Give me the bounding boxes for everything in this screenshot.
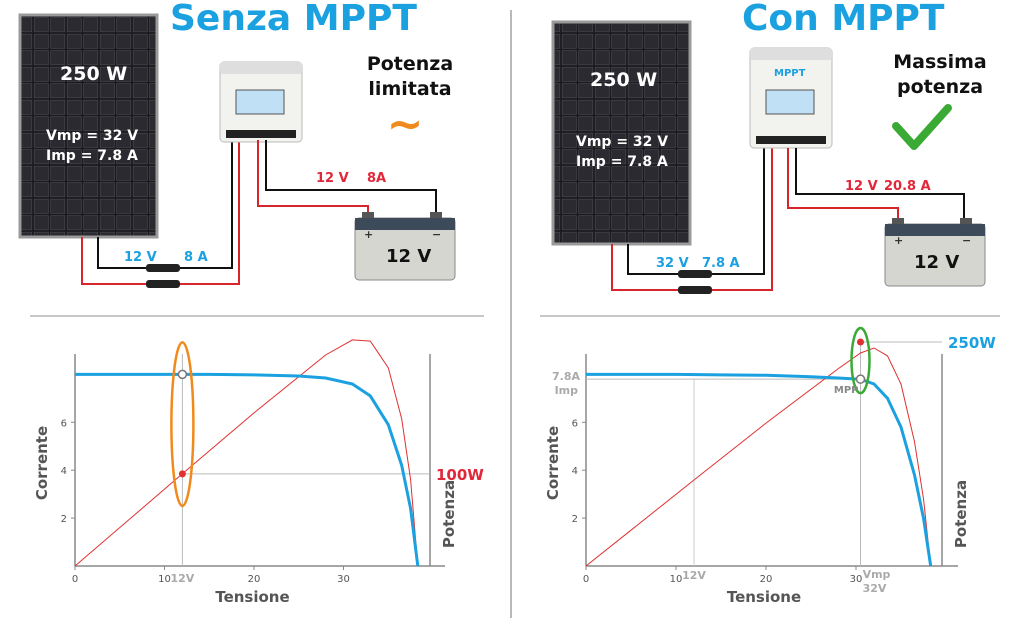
panel-imp-label: Imp = 7.8 A — [576, 154, 668, 170]
y-axis-label: Corrente — [544, 426, 562, 500]
operating-point-marker — [855, 374, 866, 384]
panel-power-label: 250 W — [590, 69, 657, 91]
y-axis-label: Corrente — [33, 426, 51, 500]
right-note-line2: potenza — [896, 76, 984, 98]
left-note-line1: Potenza — [366, 53, 454, 75]
power-value-label: 100W — [436, 466, 484, 484]
power-value-label: 250W — [948, 334, 996, 352]
x-tick-label: 20 — [248, 574, 261, 585]
y-tick-label: 2 — [61, 514, 67, 525]
power-curve — [74, 339, 419, 567]
x-marker-label: 12V — [682, 569, 706, 582]
right-note: Massima potenza — [878, 50, 1002, 100]
right-wire-volt: 32 V — [656, 256, 689, 271]
left-note: Potenza limitata — [352, 52, 468, 102]
imp-label: Imp — [555, 384, 579, 397]
y2-axis-label: Potenza — [440, 480, 458, 548]
left-battery-amp: 8A — [367, 171, 386, 186]
battery-plus-label: + — [894, 234, 903, 247]
mc4-connector-icon — [146, 264, 180, 272]
battery-voltage-label: 12 V — [386, 246, 431, 267]
panel-power-label: 250 W — [60, 63, 127, 85]
check-icon — [892, 104, 952, 150]
right-battery-amp: 20.8 A — [884, 179, 931, 194]
left-note-line2: limitata — [368, 78, 452, 100]
right-battery-volt: 12 V — [845, 179, 878, 194]
left-iv-chart: 0 10 20 30 2 4 6 Tensione Corrente Potenza 12V 100W — [33, 339, 484, 606]
solar-panel-icon — [551, 20, 692, 246]
battery-plus-label: + — [364, 228, 373, 241]
x-tick-label: 30 — [850, 574, 863, 585]
mpp-label: MPP — [834, 385, 859, 396]
y-tick-label: 6 — [572, 418, 578, 429]
x-tick-label: 0 — [72, 574, 78, 585]
vmp-value-label: 32V — [863, 582, 887, 595]
x-marker-label: 12V — [170, 572, 194, 585]
current-curve — [75, 372, 420, 567]
x-tick-label: 20 — [760, 574, 773, 585]
mc4-connector-icon — [146, 280, 180, 288]
x-tick-label: 0 — [583, 574, 589, 585]
mc4-connector-icon — [678, 270, 712, 278]
battery-minus-label: − — [962, 234, 971, 247]
imp-value-label: 7.8A — [552, 370, 580, 383]
y-tick-label: 6 — [61, 418, 67, 429]
left-title: Senza MPPT — [170, 0, 417, 39]
mc4-connector-icon — [678, 286, 712, 294]
tilde-icon: ~ — [386, 99, 424, 150]
y-tick-label: 2 — [572, 514, 578, 525]
right-schematic: 250 W Vmp = 32 V Imp = 7.8 A 32 V 7.8 A … — [551, 20, 986, 294]
right-wire-amp: 7.8 A — [702, 256, 740, 271]
y2-axis-label: Potenza — [952, 480, 970, 548]
solar-panel-icon — [18, 13, 159, 239]
battery-minus-label: − — [432, 228, 441, 241]
operating-point-marker — [177, 369, 188, 380]
x-tick-label: 10 — [158, 574, 171, 585]
battery-wire-black — [795, 148, 965, 220]
battery-voltage-label: 12 V — [914, 252, 959, 273]
highlight-ellipse — [170, 341, 195, 508]
panel-imp-label: Imp = 7.8 A — [46, 148, 138, 164]
battery-wire-red — [787, 148, 899, 220]
left-schematic: 250 W Vmp = 32 V Imp = 7.8 A 12 V 8 A 12… — [18, 13, 456, 288]
power-point-marker — [178, 470, 186, 478]
controller-label: MPPT — [774, 68, 806, 79]
right-iv-chart: 0 10 20 30 2 4 6 Tensione Corrente Potenza 12V Vmp3… — [544, 326, 996, 606]
current-curve — [586, 372, 933, 567]
highlight-ellipse — [850, 326, 871, 395]
left-wire-volt: 12 V — [124, 250, 157, 265]
x-tick-label: 10 — [670, 574, 683, 585]
panel-vmp-label: Vmp = 32 V — [576, 134, 668, 150]
battery-wire-red — [257, 140, 369, 214]
battery-wire-black — [265, 140, 437, 214]
x-tick-label: 30 — [337, 574, 350, 585]
y-tick-label: 4 — [572, 466, 578, 477]
right-title: Con MPPT — [742, 0, 945, 39]
power-curve — [585, 347, 932, 567]
x-axis-label: Tensione — [215, 588, 289, 606]
left-battery-volt: 12 V — [316, 171, 349, 186]
right-note-line1: Massima — [893, 51, 987, 73]
left-wire-amp: 8 A — [184, 250, 208, 265]
vmp-label: Vmp — [863, 568, 891, 581]
panel-vmp-label: Vmp = 32 V — [46, 128, 138, 144]
x-axis-label: Tensione — [727, 588, 801, 606]
power-point-marker — [857, 338, 864, 346]
y-tick-label: 4 — [61, 466, 67, 477]
